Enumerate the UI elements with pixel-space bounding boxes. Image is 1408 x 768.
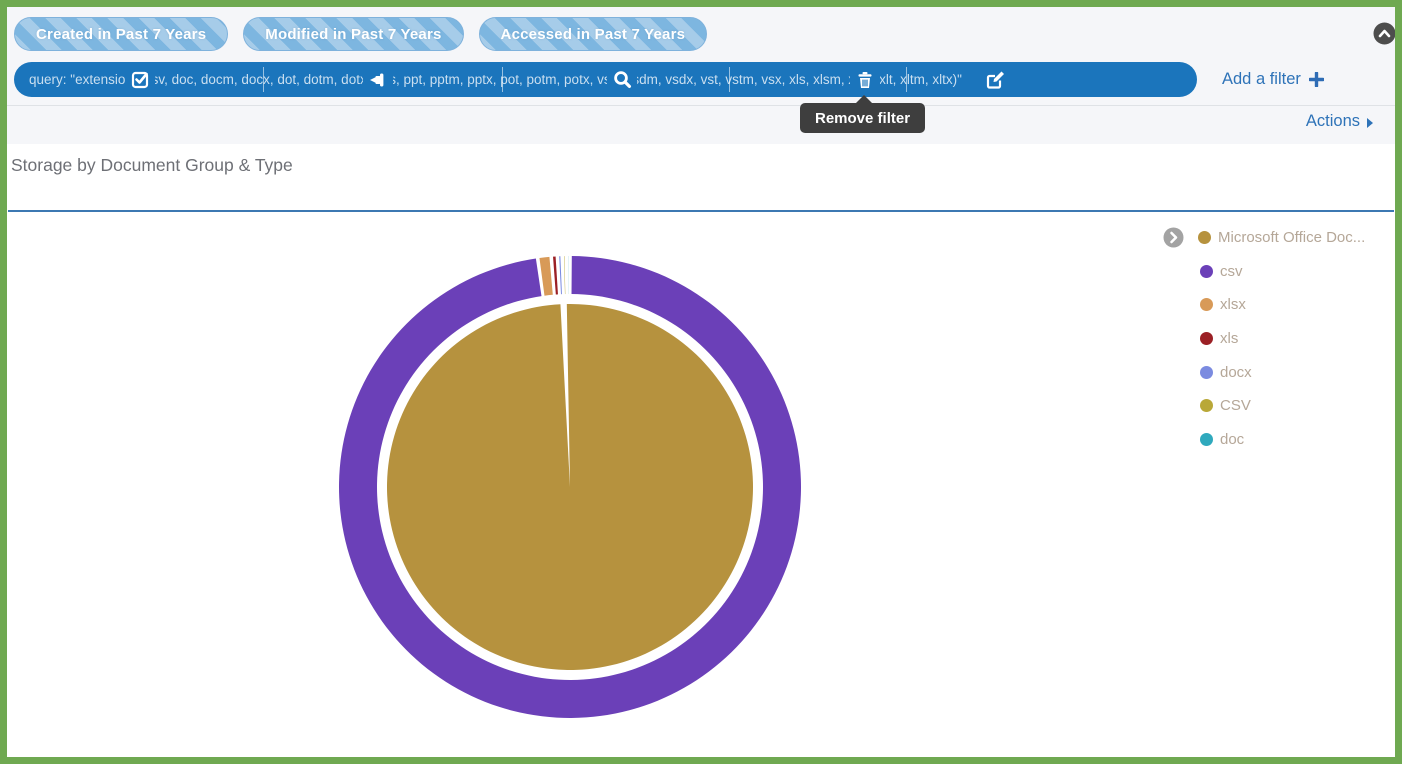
sunburst-slice-microsoft-office-doc-[interactable] — [386, 304, 753, 670]
filter-pill-modified[interactable]: Modified in Past 7 Years — [243, 17, 464, 51]
query-filter-row: query: "extension: (csv, doc, docm, docx… — [14, 62, 1395, 98]
query-filter-text: query: "extension: (csv, doc, docm, docx… — [29, 72, 962, 87]
edit-filter-icon[interactable] — [980, 62, 1010, 97]
legend-label: csv — [1220, 262, 1243, 280]
zoom-filter-icon[interactable] — [607, 62, 637, 97]
tooltip-text: Remove filter — [815, 109, 911, 127]
legend-item-group[interactable]: Microsoft Office Doc... — [1163, 221, 1365, 255]
filter-zone-divider — [729, 67, 730, 92]
legend-item-csv[interactable]: csv — [1163, 255, 1365, 289]
add-filter-label: Add a filter — [1222, 70, 1301, 88]
query-filter-pill[interactable]: query: "extension: (csv, doc, docm, docx… — [14, 62, 1197, 97]
chart-legend: Microsoft Office Doc... csv xlsx xls doc… — [1163, 221, 1365, 456]
legend-item-docx[interactable]: docx — [1163, 355, 1365, 389]
legend-dot — [1198, 231, 1211, 245]
active-filters: Created in Past 7 Years Modified in Past… — [14, 17, 708, 51]
plus-icon — [1308, 72, 1324, 87]
remove-filter-tooltip: Remove filter — [800, 95, 926, 133]
filter-zone-divider — [502, 67, 503, 92]
sunburst-slice-xls[interactable] — [553, 256, 558, 295]
sunburst-slice-xlsx[interactable] — [539, 256, 553, 296]
filter-pill-created[interactable]: Created in Past 7 Years — [14, 17, 229, 51]
legend-dot — [1200, 399, 1213, 413]
remove-filter-trash-icon[interactable] — [850, 62, 880, 97]
sunburst-slice-csv[interactable] — [563, 256, 566, 295]
legend-label: xlsx — [1220, 296, 1246, 314]
legend-label: Microsoft Office Doc... — [1218, 229, 1366, 247]
title-underline — [8, 210, 1394, 212]
add-filter-button[interactable]: Add a filter — [1222, 62, 1324, 97]
filter-enable-checkbox-icon[interactable] — [125, 62, 155, 97]
sunburst-slice-docx[interactable] — [559, 256, 562, 295]
filter-zone-divider — [263, 67, 264, 92]
actions-label: Actions — [1305, 112, 1360, 130]
header-divider — [7, 105, 1395, 106]
collapse-panel-button[interactable] — [1373, 22, 1396, 45]
sunburst-chart[interactable] — [337, 254, 803, 720]
filter-zone-divider — [906, 67, 907, 92]
legend-dot — [1200, 264, 1213, 278]
legend-dot — [1200, 298, 1213, 312]
legend-label: xls — [1220, 330, 1239, 348]
legend-label: docx — [1220, 363, 1252, 381]
legend-item-xls[interactable]: xls — [1163, 322, 1365, 356]
legend-item-xlsx[interactable]: xlsx — [1163, 288, 1365, 322]
legend-dot — [1200, 365, 1213, 379]
legend-label: doc — [1220, 430, 1245, 448]
legend-dot — [1200, 432, 1213, 446]
legend-item-CSV[interactable]: CSV — [1163, 389, 1365, 423]
expand-group-icon[interactable] — [1163, 227, 1184, 248]
pin-filter-icon[interactable] — [363, 62, 393, 97]
chevron-up-icon — [1373, 22, 1396, 45]
filter-pill-accessed[interactable]: Accessed in Past 7 Years — [478, 17, 708, 51]
chart-title: Storage by Document Group & Type — [11, 155, 293, 175]
caret-right-icon — [1367, 117, 1373, 128]
legend-label: CSV — [1220, 397, 1251, 415]
filter-header: Created in Past 7 Years Modified in Past… — [7, 7, 1396, 144]
dashboard-panel: Created in Past 7 Years Modified in Past… — [7, 7, 1396, 757]
actions-menu-button[interactable]: Actions — [1306, 112, 1373, 131]
legend-item-doc[interactable]: doc — [1163, 423, 1365, 457]
legend-dot — [1200, 332, 1213, 346]
